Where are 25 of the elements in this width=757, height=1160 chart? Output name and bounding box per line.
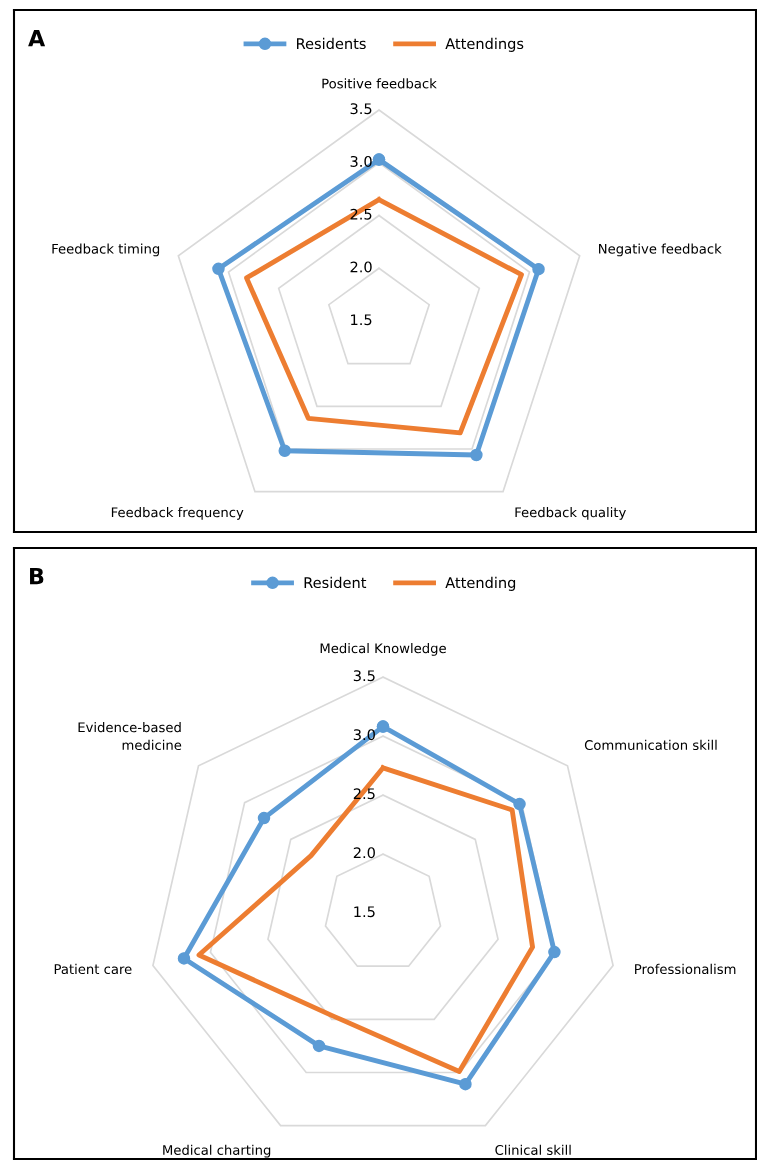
y-tick-label: 3.5	[353, 670, 375, 682]
chart-title: B	[30, 567, 44, 585]
spoke-label: Professionalism	[635, 963, 736, 975]
spoke-label: Feedback frequency	[111, 507, 244, 520]
y-tick-label: 2.0	[353, 847, 375, 859]
legend-label: Attending	[445, 576, 516, 591]
spoke-label: Medical Knowledge	[320, 642, 446, 656]
spoke-label: Clinical skill	[495, 1144, 571, 1155]
y-tick-label: 1.5	[354, 906, 375, 918]
y-tick-label: 2.0	[350, 261, 372, 273]
spoke-label: Negative feedback	[599, 243, 722, 257]
spoke-label: Positive feedback	[322, 78, 437, 89]
spoke-label: Communication skill	[584, 739, 717, 751]
spoke-label: Feedback timing	[52, 243, 160, 257]
chart-title: A	[28, 29, 46, 47]
spoke-label: Medical charting	[163, 1144, 271, 1158]
spoke-label: Feedback quality	[515, 507, 626, 520]
spoke-label: Patient care	[54, 963, 132, 975]
y-tick-label: 1.5	[351, 314, 372, 326]
y-tick-label: 3.0	[350, 155, 372, 167]
legend-label: Resident	[304, 576, 367, 589]
legend-label: Residents	[297, 37, 366, 50]
legend-label: Attendings	[445, 37, 524, 52]
spoke-label: Evidence-based medicine	[78, 722, 182, 751]
y-tick-label: 3.5	[350, 103, 372, 115]
